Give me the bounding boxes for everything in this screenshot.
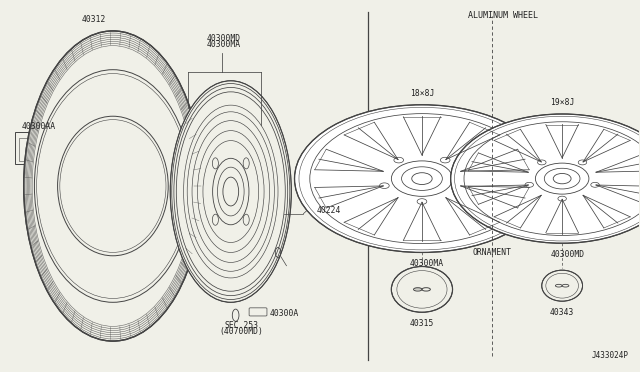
Text: 40300MD: 40300MD: [550, 250, 584, 259]
Text: 40300AA: 40300AA: [21, 122, 56, 131]
Text: 19×8J: 19×8J: [550, 98, 574, 108]
Text: 40312: 40312: [81, 15, 106, 24]
Text: 40224: 40224: [317, 206, 341, 215]
Text: 40300MA: 40300MA: [207, 40, 241, 49]
Ellipse shape: [541, 270, 582, 301]
Text: 40315: 40315: [410, 319, 434, 328]
Text: 18×8J: 18×8J: [410, 89, 434, 98]
Circle shape: [294, 105, 549, 253]
Text: ORNAMENT: ORNAMENT: [472, 248, 511, 257]
Ellipse shape: [170, 81, 291, 302]
Bar: [19, 138, 58, 161]
Text: 40343: 40343: [550, 308, 574, 317]
Text: J433024P: J433024P: [592, 350, 629, 359]
Ellipse shape: [392, 266, 452, 312]
Bar: [15, 132, 61, 164]
Ellipse shape: [24, 31, 202, 341]
Text: SEC.253: SEC.253: [225, 321, 259, 330]
Text: 40300MA: 40300MA: [410, 259, 444, 268]
Circle shape: [451, 114, 640, 243]
Text: (40700MD): (40700MD): [220, 327, 264, 336]
Text: ALUMINUM WHEEL: ALUMINUM WHEEL: [468, 11, 538, 20]
Text: 40300MD: 40300MD: [207, 34, 241, 43]
Text: 40300A: 40300A: [269, 309, 299, 318]
